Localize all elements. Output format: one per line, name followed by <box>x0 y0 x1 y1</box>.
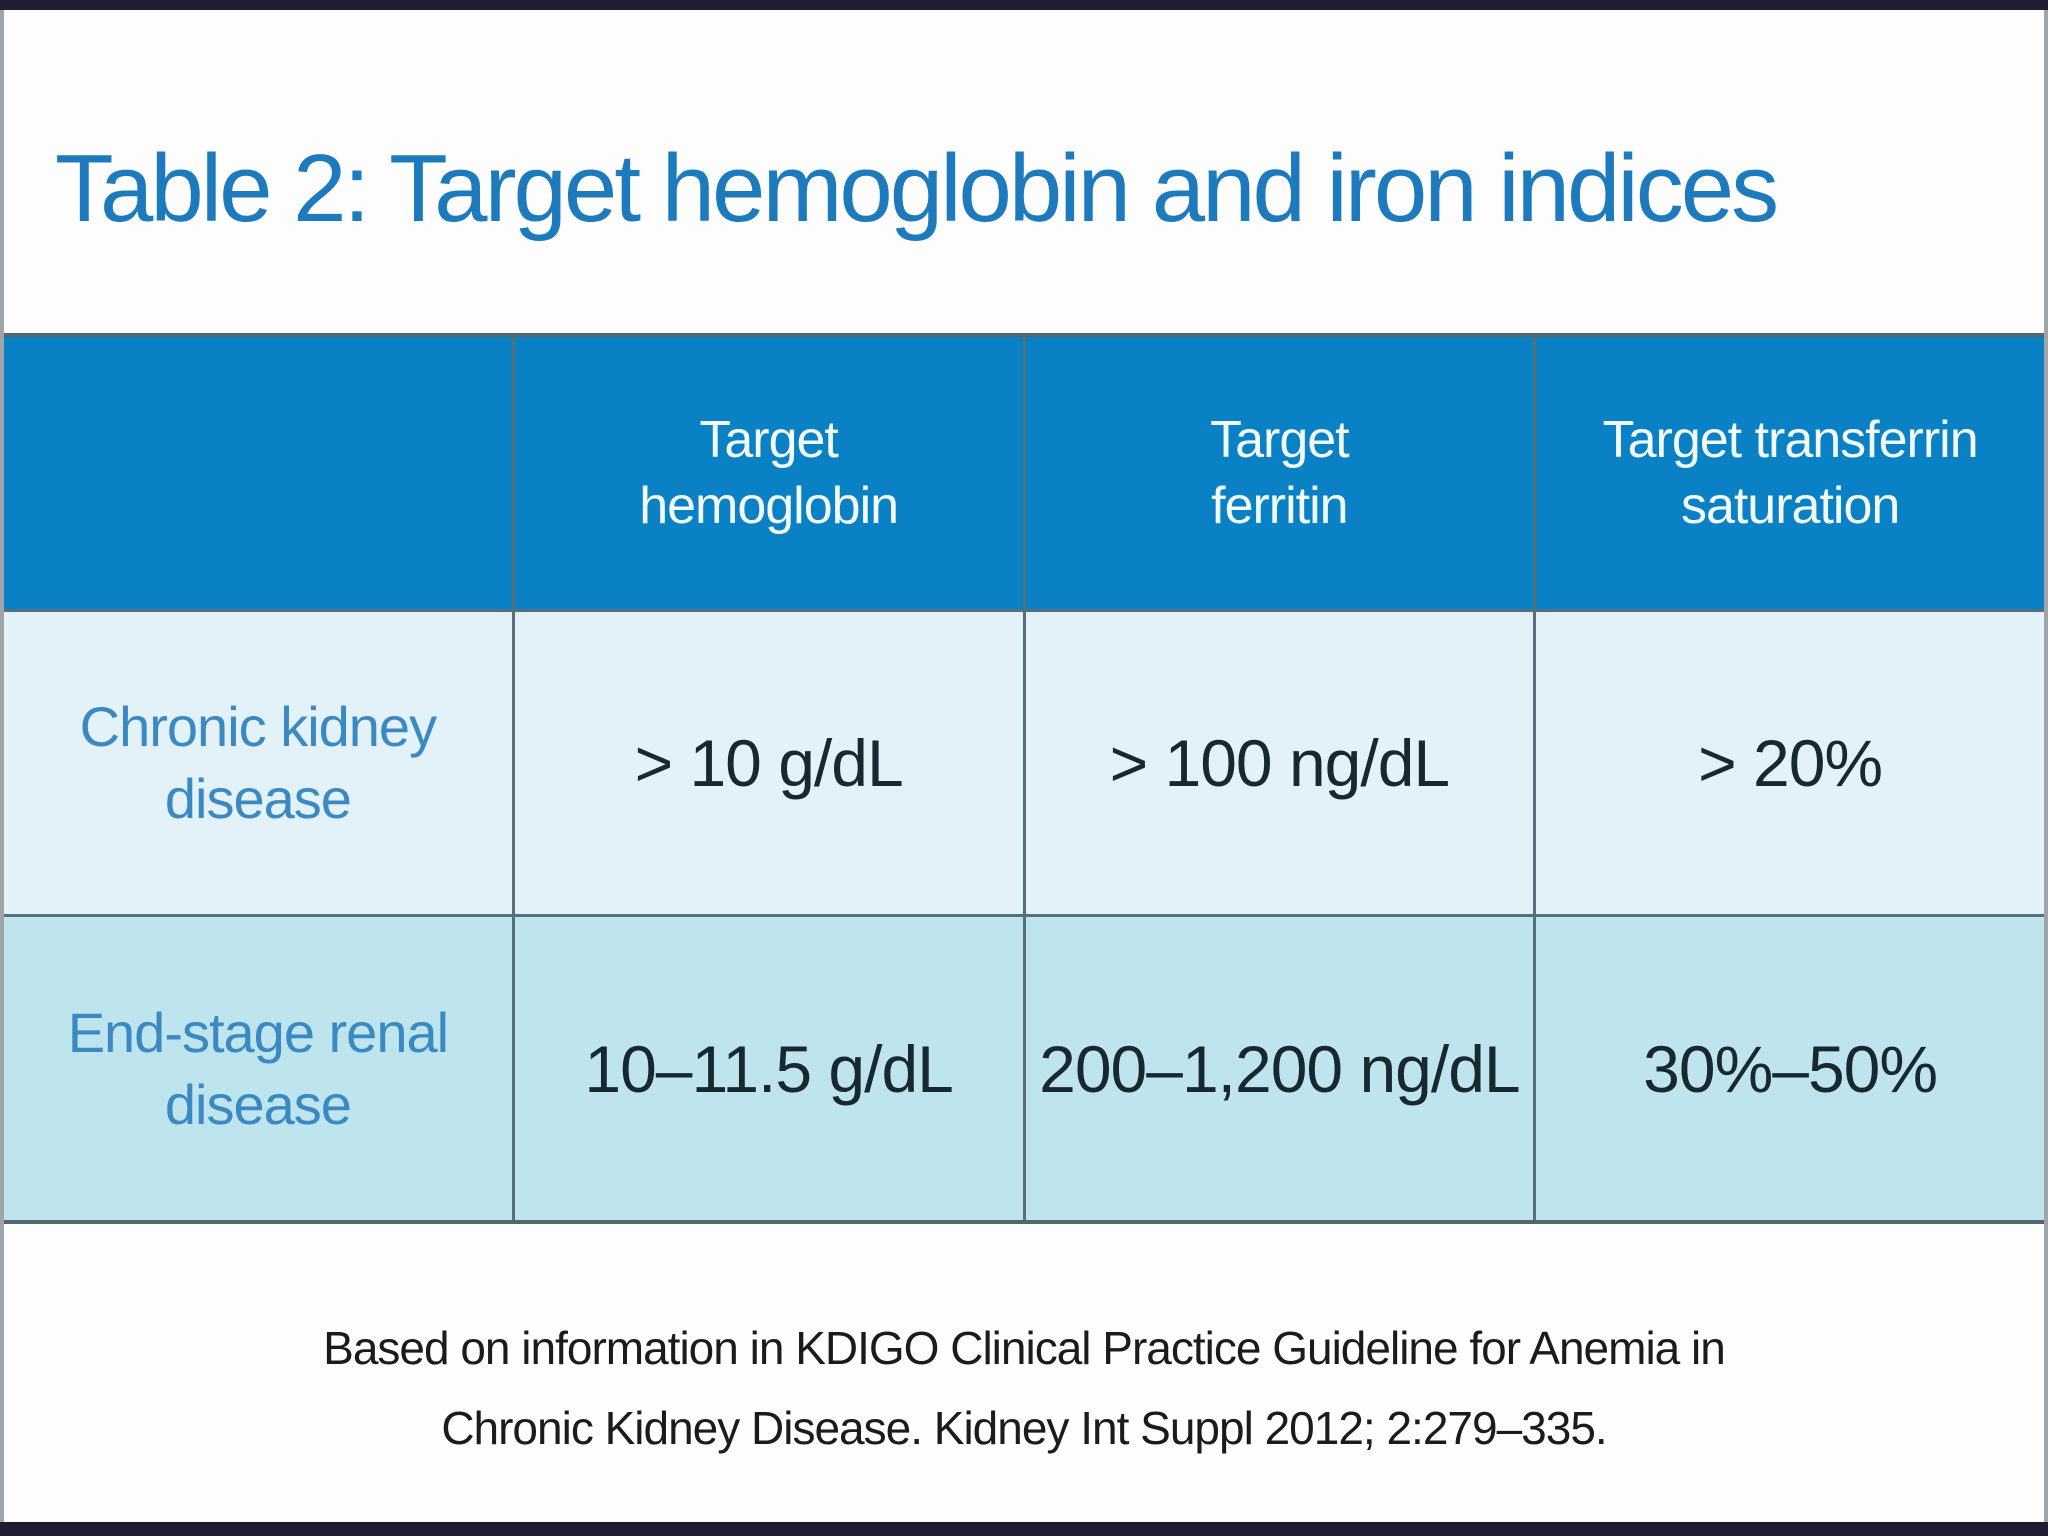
source-citation: Based on information in KDIGO Clinical P… <box>0 1308 2048 1468</box>
header-line: Target transferrin <box>1602 411 1979 469</box>
row-label-end-stage-renal-disease: End-stage renal disease <box>4 917 512 1220</box>
row-label-line: disease <box>164 1072 352 1136</box>
top-frame-bar <box>0 0 2048 10</box>
source-citation-line-2: Chronic Kidney Disease. Kidney Int Suppl… <box>441 1402 1607 1454</box>
header-cell-target-hemoglobin: Target hemoglobin <box>514 337 1023 609</box>
header-line: Target <box>699 411 839 469</box>
cell-esrd-target-ferritin: 200–1,200 ng/dL <box>1025 917 1534 1220</box>
header-line: saturation <box>1680 477 1900 535</box>
target-indices-table: Target hemoglobin Target ferritin Target… <box>4 333 2044 1224</box>
row-label-line: End-stage renal <box>67 1000 449 1064</box>
bottom-frame-bar <box>0 1522 2048 1536</box>
cell-ckd-target-hemoglobin: > 10 g/dL <box>514 612 1023 914</box>
header-line: ferritin <box>1211 477 1348 535</box>
header-cell-target-ferritin: Target ferritin <box>1025 337 1534 609</box>
page-title: Table 2: Target hemoglobin and iron indi… <box>55 135 1779 243</box>
cell-esrd-target-hemoglobin: 10–11.5 g/dL <box>514 917 1023 1220</box>
header-cell-target-transferrin-saturation: Target transferrin saturation <box>1536 337 2044 609</box>
source-citation-line-1: Based on information in KDIGO Clinical P… <box>323 1322 1726 1374</box>
cell-esrd-target-transferrin-saturation: 30%–50% <box>1536 917 2044 1220</box>
header-line: Target <box>1210 411 1350 469</box>
cell-ckd-target-transferrin-saturation: > 20% <box>1536 612 2044 914</box>
header-line: hemoglobin <box>639 477 899 535</box>
header-cell-empty <box>4 337 512 609</box>
row-label-line: disease <box>164 767 352 830</box>
right-frame-border <box>2044 10 2048 1522</box>
left-frame-border <box>0 10 4 1522</box>
cell-ckd-target-ferritin: > 100 ng/dL <box>1025 612 1534 914</box>
row-label-chronic-kidney-disease: Chronic kidney disease <box>4 612 512 914</box>
row-label-line: Chronic kidney <box>79 695 437 758</box>
